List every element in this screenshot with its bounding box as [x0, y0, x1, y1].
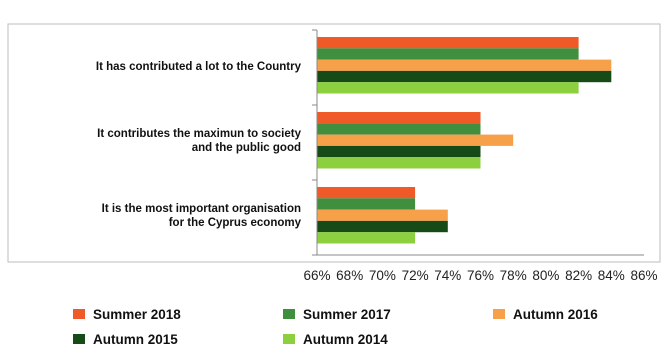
bar-summer-2018-1 — [317, 37, 579, 49]
category-label: for the Cyprus economy — [169, 217, 302, 229]
bar-summer-2018-2 — [317, 112, 481, 124]
bar-summer-2017-3 — [317, 198, 416, 210]
bar-autumn-2016-3 — [317, 209, 448, 221]
x-tick-label: 86% — [630, 268, 657, 283]
category-label: and the public good — [192, 142, 301, 154]
bar-summer-2018-3 — [317, 187, 416, 199]
bar-autumn-2015-2 — [317, 145, 481, 158]
x-tick-label: 74% — [434, 268, 461, 283]
x-tick-label: 76% — [467, 268, 494, 283]
x-tick-label: 66% — [303, 268, 330, 283]
x-tick-labels: 66% 68% 70% 72% 74% 76% 78% 80% 82% 84% 86% — [303, 268, 657, 283]
bar-autumn-2014-1 — [317, 82, 579, 94]
legend-swatch-summer-2017 — [283, 309, 295, 319]
x-tick-label: 68% — [336, 268, 363, 283]
bar-autumn-2015-3 — [317, 220, 448, 233]
x-tick-label: 84% — [598, 268, 625, 283]
bars-group — [317, 37, 612, 244]
bar-summer-2017-1 — [317, 48, 579, 60]
x-tick-label: 70% — [369, 268, 396, 283]
category-label: It contributes the maximun to society — [97, 128, 301, 140]
legend: Summer 2018 Summer 2017 Autumn 2016 Autumn … — [73, 307, 598, 347]
legend-swatch-autumn-2014 — [283, 334, 295, 344]
axes-group — [312, 29, 644, 256]
x-tick-label: 78% — [500, 268, 527, 283]
bar-autumn-2016-1 — [317, 59, 612, 71]
bar-summer-2017-2 — [317, 123, 481, 135]
legend-label-autumn-2014: Autumn 2014 — [303, 332, 388, 347]
x-tick-label: 82% — [565, 268, 592, 283]
legend-swatch-autumn-2016 — [493, 309, 505, 319]
bar-autumn-2014-3 — [317, 232, 416, 244]
legend-label-summer-2018: Summer 2018 — [93, 307, 181, 322]
legend-label-autumn-2016: Autumn 2016 — [513, 307, 598, 322]
x-tick-label: 72% — [402, 268, 429, 283]
legend-swatch-summer-2018 — [73, 309, 85, 319]
legend-label-summer-2017: Summer 2017 — [303, 307, 391, 322]
legend-swatch-autumn-2015 — [73, 334, 85, 344]
category-label: It is the most important organisation — [102, 203, 301, 215]
category-label: It has contributed a lot to the Country — [96, 61, 302, 73]
bar-autumn-2015-1 — [317, 70, 612, 83]
bar-autumn-2014-2 — [317, 157, 481, 169]
category-labels: It has contributed a lot to the Country I… — [96, 61, 302, 229]
legend-label-autumn-2015: Autumn 2015 — [93, 332, 178, 347]
bar-autumn-2016-2 — [317, 134, 514, 146]
x-tick-label: 80% — [532, 268, 559, 283]
